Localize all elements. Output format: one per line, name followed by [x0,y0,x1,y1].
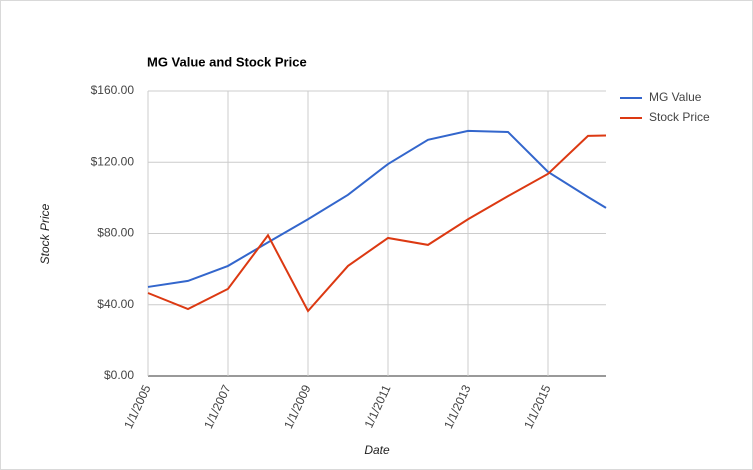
y-tick-label: $80.00 [97,226,134,240]
legend-label: MG Value [649,90,702,104]
y-tick-label: $160.00 [91,83,135,97]
x-axis-label: Date [364,443,390,457]
legend-label: Stock Price [649,110,710,124]
y-tick-label: $120.00 [91,154,135,168]
y-axis-label: Stock Price [38,203,52,264]
chart-title: MG Value and Stock Price [147,54,307,69]
line-series [147,134,607,313]
y-tick-label: $0.00 [104,368,134,382]
y-tick-label: $40.00 [97,297,134,311]
line-series [147,129,607,288]
